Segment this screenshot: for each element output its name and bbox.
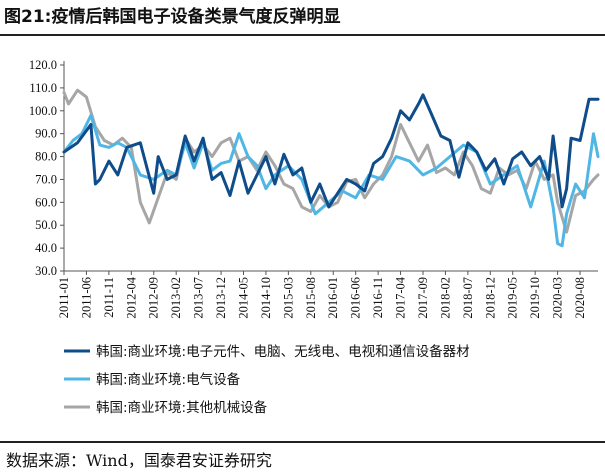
x-tick-label: 2018-12 [483,277,497,319]
x-tick-label: 2019-10 [528,277,542,319]
series-line-1 [62,93,600,209]
x-tick-label: 2016-01 [326,277,340,319]
x-tick-label: 2017-09 [416,277,430,319]
x-tick-label: 2017-04 [394,276,408,318]
y-axis: 30.0 40.0 50.0 60.0 70.0 80.0 90.0 100.0 110.0 12… [29,58,65,278]
x-tick-label: 2018-07 [461,277,475,319]
x-tick-label: 2014-10 [259,277,273,319]
y-tick-label: 60.0 [35,195,57,209]
x-tick-label: 2011-01 [57,277,71,318]
x-tick-label: 2011-11 [102,277,116,318]
y-tick-label: 40.0 [35,241,57,255]
line-chart: 30.0 40.0 50.0 60.0 70.0 80.0 90.0 100.0 110.0 12… [29,58,600,416]
x-tick-label: 2016-06 [349,277,363,319]
y-tick-label: 30.0 [35,264,57,278]
x-tick-label: 2012-04 [124,276,138,318]
x-tick-label: 2018-02 [438,277,452,319]
x-tick-label: 2011-06 [79,277,93,318]
x-axis: 2011-01 2011-06 2011-11 2012-04 2012-09 2013-… [57,270,598,319]
data-source: 数据来源：Wind，国泰君安证券研究 [6,451,272,470]
source-rule [0,441,605,443]
x-tick-label: 2013-02 [169,277,183,319]
legend-label-2: 韩国:商业环境:电气设备 [96,371,241,388]
y-tick-label: 100.0 [29,104,57,118]
series-line-3 [62,88,600,234]
title-rule [0,34,605,36]
y-tick-label: 90.0 [35,127,57,141]
x-tick-label: 2019-05 [506,277,520,319]
x-tick-label: 2016-11 [371,277,385,318]
series-line-2 [62,113,600,248]
x-tick-label: 2015-03 [281,277,295,319]
x-tick-label: 2013-07 [192,277,206,319]
legend: 韩国:商业环境:电子元件、电脑、无线电、电视和通信设备器材韩国:商业环境:电气设… [64,343,470,416]
x-tick-label: 2012-09 [147,277,161,319]
x-tick-label: 2014-05 [236,277,250,319]
chart-title: 图21:疫情后韩国电子设备类景气度反弹明显 [4,7,341,27]
legend-label-1: 韩国:商业环境:电子元件、电脑、无线电、电视和通信设备器材 [96,343,470,360]
plot-lines [62,88,600,248]
y-tick-label: 80.0 [35,150,57,164]
x-tick-label: 2013-12 [214,277,228,319]
y-tick-label: 120.0 [29,58,57,72]
y-tick-label: 110.0 [29,81,57,95]
x-tick-label: 2020-03 [551,277,565,319]
x-tick-label: 2020-08 [573,277,587,319]
x-tick-label: 2015-08 [304,277,318,319]
y-tick-label: 50.0 [35,218,57,232]
legend-label-3: 韩国:商业环境:其他机械设备 [96,399,268,416]
y-tick-label: 70.0 [35,172,57,186]
